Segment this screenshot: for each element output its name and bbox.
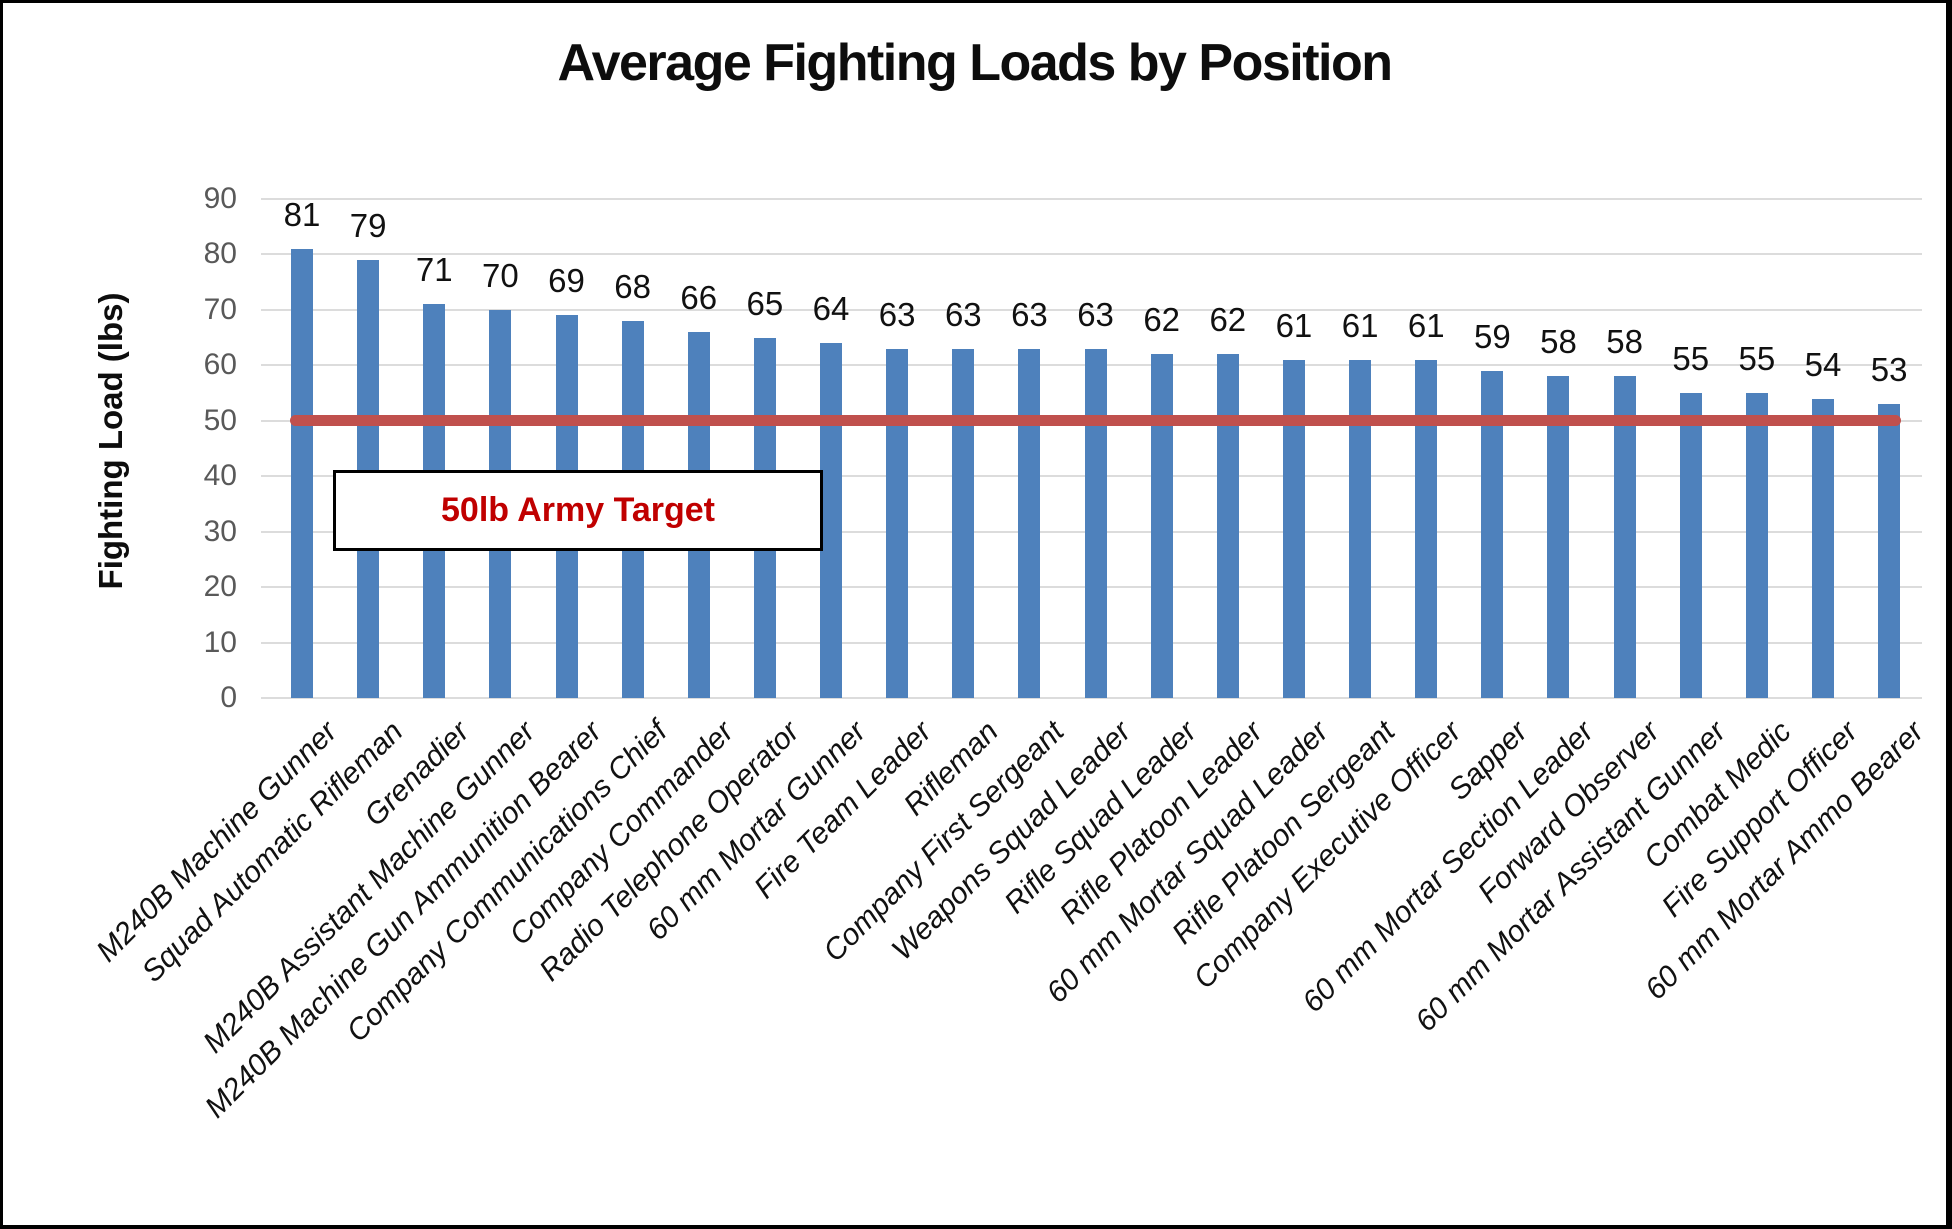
bar-value-label: 58 (1540, 323, 1577, 361)
gridline (261, 308, 1922, 311)
bar (1018, 348, 1041, 698)
bar (1216, 354, 1239, 698)
y-tick-label: 60 (203, 348, 237, 382)
target-line (290, 415, 1902, 427)
bar-value-label: 71 (415, 251, 453, 289)
bar-value-label: 61 (1341, 306, 1379, 344)
gridline (261, 253, 1922, 256)
y-tick-label: 30 (203, 514, 237, 548)
bar-value-label: 81 (283, 195, 321, 233)
gridline (261, 697, 1922, 699)
bar-value-label: 63 (878, 295, 916, 333)
bar (1679, 393, 1702, 698)
bar (1878, 404, 1901, 698)
bar (1282, 359, 1305, 698)
bar-value-label: 63 (944, 295, 982, 333)
y-tick-label: 10 (203, 625, 237, 659)
bar-value-label: 55 (1738, 340, 1776, 378)
bar-value-label: 66 (680, 279, 718, 317)
bar (1415, 359, 1438, 698)
bar-value-label: 53 (1870, 351, 1908, 389)
y-tick-label: 0 (220, 681, 237, 714)
bar-value-label: 70 (482, 256, 519, 294)
chart-title: Average Fighting Loads by Position (557, 34, 1393, 92)
y-tick-label: 70 (203, 292, 237, 326)
y-tick-label: 80 (203, 237, 237, 271)
bar (1613, 376, 1636, 698)
target-label-text: 50lb Army Target (441, 491, 715, 529)
bar (820, 343, 843, 698)
bar-value-label: 63 (1077, 295, 1114, 333)
bar (1547, 376, 1570, 698)
y-tick-label: 50 (203, 403, 237, 437)
bar-value-label: 55 (1672, 340, 1710, 378)
bar-value-label: 54 (1804, 345, 1842, 383)
bar-value-label: 65 (746, 284, 784, 322)
bar (1349, 359, 1372, 698)
bar-value-label: 59 (1473, 317, 1511, 355)
bar (952, 348, 975, 698)
bar (1745, 393, 1768, 698)
bar-value-label: 64 (812, 290, 850, 328)
bar (1150, 354, 1173, 698)
y-tick-label: 20 (203, 570, 237, 604)
bar (1811, 398, 1834, 698)
bar-value-label: 62 (1209, 301, 1247, 339)
bar-value-label: 58 (1606, 323, 1643, 361)
bar-value-label: 62 (1143, 301, 1181, 339)
y-axis-title: Fighting Load (lbs) (92, 292, 129, 590)
bar (1084, 348, 1107, 698)
y-tick-label: 90 (203, 182, 237, 215)
bar-value-label: 63 (1011, 295, 1048, 333)
bar-value-label: 61 (1407, 306, 1445, 344)
gridline (261, 198, 1922, 200)
bar-value-label: 79 (349, 206, 387, 244)
target-label-box: 50lb Army Target (333, 470, 823, 551)
bar (886, 348, 909, 698)
bar-value-label: 61 (1275, 306, 1313, 344)
bar-value-label: 69 (548, 262, 585, 300)
bar (1481, 370, 1504, 698)
bar (291, 248, 313, 698)
bar-value-label: 68 (614, 267, 651, 305)
y-tick-label: 40 (203, 459, 237, 493)
